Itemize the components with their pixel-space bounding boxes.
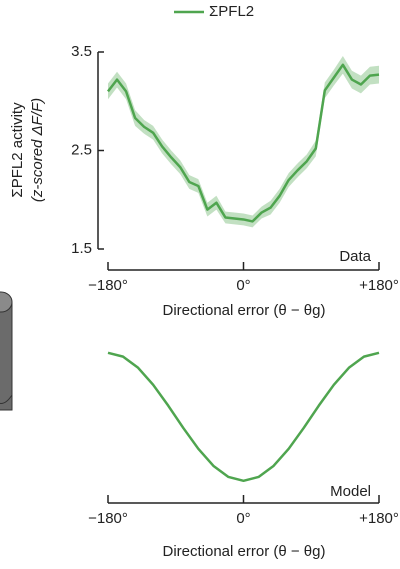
- y-axis-label: (z-scored ΔF/F): [29, 98, 46, 202]
- x-tick-label: −180°: [88, 510, 128, 527]
- legend-label: ΣPFL2: [209, 3, 254, 20]
- y-axis-label: ΣPFL2 activity: [9, 102, 26, 198]
- x-axis-label: Directional error (θ − θg): [163, 302, 326, 319]
- y-tick-label: 1.5: [71, 240, 92, 257]
- x-axis-label: Directional error (θ − θg): [163, 543, 326, 560]
- x-tick-label: 0°: [236, 510, 250, 527]
- x-tick-label: +180°: [359, 510, 399, 527]
- data-line: [107, 63, 380, 223]
- annotation: Data: [339, 248, 371, 265]
- cylinder-fragment: [0, 291, 13, 411]
- x-tick-label: 0°: [236, 277, 250, 294]
- y-tick-label: 2.5: [71, 141, 92, 158]
- x-tick-label: −180°: [88, 277, 128, 294]
- x-tick-label: +180°: [359, 277, 399, 294]
- y-tick-label: 3.5: [71, 43, 92, 60]
- annotation: Model: [330, 483, 371, 500]
- data-line: [107, 351, 380, 483]
